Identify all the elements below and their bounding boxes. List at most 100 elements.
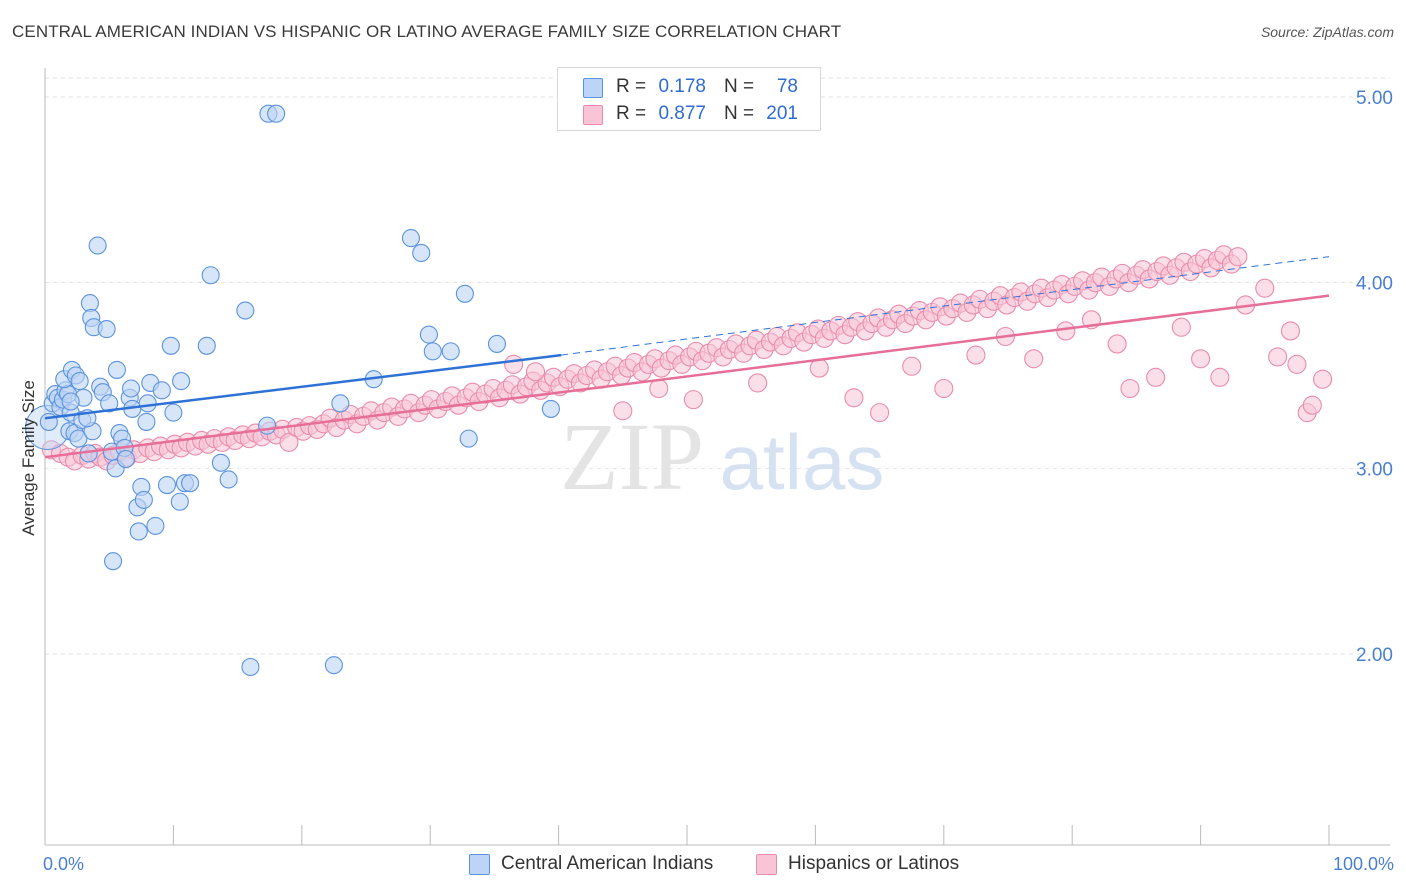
y-tick-labels: 2.00 3.00 4.00 5.00 [1356,88,1393,666]
data-point [324,656,343,675]
data-point [412,243,431,263]
legend-swatch-pink [583,105,603,125]
axes [44,68,1390,846]
data-point [455,284,474,303]
data-point [902,356,922,376]
data-point [157,475,177,495]
data-point [934,378,954,399]
bottom-legend: Central American Indians Hispanics or La… [0,852,1406,878]
data-point [146,516,165,535]
data-point [649,378,669,399]
data-point [870,403,890,423]
data-point [172,372,191,391]
bottom-legend-swatch-blue [469,854,490,875]
bottom-legend-label: Hispanics or Latinos [788,853,960,874]
data-point [100,394,119,413]
legend-r-value: 0.178 [658,76,706,97]
data-point [70,372,89,391]
legend-r-label: R = [616,103,647,124]
data-point [966,345,986,365]
data-point [152,381,171,400]
data-point [116,449,135,469]
y-tick-label: 2.00 [1356,645,1393,666]
data-point [236,301,255,320]
data-point [129,522,148,541]
data-point [504,354,524,374]
data-point [170,492,189,511]
data-point [107,360,126,379]
legend-r-label: R = [616,76,647,97]
legend-n-label: N = [724,103,755,124]
y-tick-label: 3.00 [1356,459,1393,480]
data-point [525,362,546,382]
series-central-american-points [25,104,560,677]
data-point [844,388,864,408]
data-point [1228,247,1248,267]
legend-n-value: 78 [776,76,798,97]
data-point [441,342,460,361]
data-point [69,429,88,448]
data-point [613,401,633,421]
data-point [1255,278,1275,298]
data-point [61,392,80,411]
data-point [1313,369,1333,389]
data-point [487,334,507,353]
data-point [401,229,420,248]
watermark-atlas: atlas [720,418,885,506]
trendline-pink [44,294,1330,459]
watermark-zip: ZIP [560,403,704,510]
data-point [1146,367,1166,387]
data-point [1210,367,1230,387]
data-point [423,342,442,361]
data-point [197,336,216,355]
trendlines [44,256,1330,459]
trendline-blue-extension [561,256,1330,356]
trendline-blue [44,353,562,420]
data-point [121,379,141,398]
data-point [748,373,768,393]
data-point [1056,321,1076,341]
watermark: ZIP atlas [560,403,884,510]
data-point [241,657,260,677]
data-point [88,236,107,255]
y-axis-label: Average Family Size [19,380,38,536]
data-point [258,416,277,435]
data-point [541,399,560,418]
data-point [138,394,157,413]
legend-n-value: 201 [766,103,798,124]
data-point [201,266,220,285]
data-point [419,325,438,344]
data-point [459,429,478,448]
legend-row-blue: R = 0.178 N = 78 [558,74,820,100]
bottom-legend-swatch-pink [756,854,777,875]
legend: R = 0.178 N = 78 R = 0.877 N = 201 [557,67,821,131]
x-tick-label-max: 100.0% [1333,854,1394,874]
data-point [1120,378,1140,399]
grid-lines [45,77,1390,655]
source-label: Source: ZipAtlas.com [1260,24,1394,40]
y-tick-label: 5.00 [1356,88,1393,109]
data-point [1191,349,1211,369]
data-point [181,474,200,493]
y-tick-label: 4.00 [1356,274,1393,295]
legend-r-value: 0.877 [658,103,706,124]
data-point [1302,395,1322,415]
data-point [683,390,703,410]
chart-title: CENTRAL AMERICAN INDIAN VS HISPANIC OR L… [12,22,842,41]
data-point [164,403,183,422]
data-point [1171,317,1191,337]
data-point [1280,321,1301,341]
data-point [219,470,238,489]
data-point [134,490,153,509]
data-point [331,394,350,413]
data-point [279,432,299,452]
data-point [267,104,286,123]
data-point [1287,354,1307,374]
legend-swatch-blue [583,78,603,98]
legend-row-pink: R = 0.877 N = 201 [558,101,820,127]
data-point [1268,347,1288,367]
data-point [137,412,156,431]
data-point [1107,334,1127,354]
series-hispanics-points [41,245,1333,471]
